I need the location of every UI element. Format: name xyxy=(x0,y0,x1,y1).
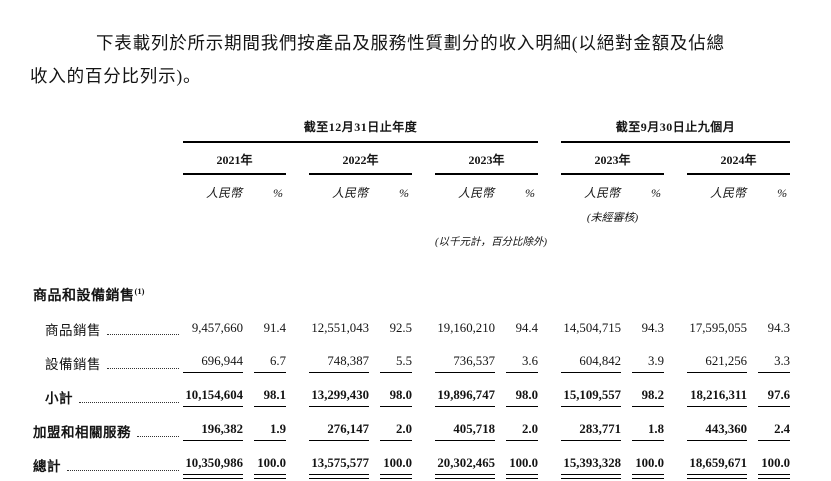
percent-cell: 2.4 xyxy=(758,422,791,441)
percent-header: % xyxy=(525,186,536,200)
dot-leaders xyxy=(107,334,179,335)
amount-cell: 15,393,328 xyxy=(561,456,622,479)
currency-header: 人民幣 xyxy=(710,186,747,200)
unit-note: (以千元計，百分比除外) xyxy=(435,237,547,248)
percent-cell: 3.6 xyxy=(506,354,539,373)
unit-note-row: (以千元計，百分比除外) xyxy=(33,225,790,249)
unaudited-note-row: (未經審核) xyxy=(33,201,790,225)
table-row-total: 總計 10,350,986 100.0 13,575,577 100.0 20,… xyxy=(33,441,791,479)
amount-cell: 604,842 xyxy=(561,354,622,373)
year-header-9m-2023: 2023年 xyxy=(561,142,665,175)
amount-cell: 12,551,043 xyxy=(311,321,369,335)
unaudited-note: (未經審核) xyxy=(586,212,639,224)
currency-header: 人民幣 xyxy=(584,186,621,200)
column-group-nine-months: 截至9月30日止九個月 xyxy=(561,118,791,143)
percent-header: % xyxy=(399,186,409,200)
year-header-2023: 2023年 xyxy=(435,142,539,175)
amount-cell: 10,350,986 xyxy=(183,456,243,479)
percent-header: % xyxy=(777,186,788,200)
amount-cell: 9,457,660 xyxy=(191,321,243,335)
percent-cell: 91.4 xyxy=(263,321,286,335)
table-row-franchise-services: 加盟和相關服務 196,382 1.9 276,147 2.0 405,718 … xyxy=(33,407,791,441)
percent-cell: 97.6 xyxy=(758,388,791,407)
amount-cell: 18,216,311 xyxy=(687,388,748,407)
dot-leaders xyxy=(107,368,179,369)
amount-cell: 621,256 xyxy=(687,354,748,373)
footnote-marker: (1) xyxy=(134,286,145,296)
percent-cell: 100.0 xyxy=(380,456,412,479)
percent-cell: 100.0 xyxy=(506,456,539,479)
percent-cell: 3.3 xyxy=(758,354,791,373)
amount-cell: 14,504,715 xyxy=(563,321,622,335)
amount-cell: 283,771 xyxy=(561,422,622,441)
amount-cell: 748,387 xyxy=(309,354,369,373)
table-row-equipment-sales: 設備銷售 696,944 6.7 748,387 5.5 736,537 3.6… xyxy=(33,339,791,373)
intro-line-1: 下表載列於所示期間我們按產品及服務性質劃分的收入明細(以絕對金額及佔總 xyxy=(96,33,725,53)
currency-header: 人民幣 xyxy=(331,186,368,200)
percent-cell: 98.0 xyxy=(380,388,412,407)
dot-leaders xyxy=(137,436,179,437)
year-header-2022: 2022年 xyxy=(309,142,412,175)
row-label: 商品銷售 xyxy=(45,323,101,338)
percent-cell: 6.7 xyxy=(254,354,286,373)
amount-cell: 196,382 xyxy=(183,422,243,441)
percent-cell: 3.9 xyxy=(632,354,665,373)
currency-header: 人民幣 xyxy=(457,186,494,200)
amount-cell: 405,718 xyxy=(435,422,495,441)
amount-cell: 19,160,210 xyxy=(437,321,495,335)
year-header-row: 2021年 2022年 2023年 2023年 2024年 xyxy=(33,142,791,175)
amount-cell: 10,154,604 xyxy=(183,388,243,407)
percent-cell: 5.5 xyxy=(380,354,412,373)
intro-line-2: 收入的百分比列示)。 xyxy=(30,66,202,86)
amount-cell: 18,659,671 xyxy=(687,456,748,479)
percent-cell: 100.0 xyxy=(632,456,665,479)
amount-cell: 13,299,430 xyxy=(309,388,369,407)
year-header-9m-2024: 2024年 xyxy=(687,142,791,175)
amount-cell: 20,302,465 xyxy=(435,456,495,479)
amount-cell: 15,109,557 xyxy=(561,388,622,407)
row-label: 設備銷售 xyxy=(45,357,101,372)
dot-leaders xyxy=(67,470,179,471)
revenue-breakdown-table: 截至12月31日止年度 截至9月30日止九個月 2021年 2022年 2023… xyxy=(33,118,791,479)
amount-cell: 696,944 xyxy=(183,354,243,373)
year-header-2021: 2021年 xyxy=(183,142,286,175)
percent-cell: 94.4 xyxy=(515,321,539,335)
dot-leaders xyxy=(79,402,179,403)
amount-cell: 443,360 xyxy=(687,422,748,441)
percent-cell: 100.0 xyxy=(254,456,286,479)
percent-cell: 98.1 xyxy=(254,388,286,407)
percent-cell: 98.0 xyxy=(506,388,539,407)
currency-header: 人民幣 xyxy=(205,186,242,200)
percent-cell: 1.8 xyxy=(632,422,665,441)
amount-cell: 736,537 xyxy=(435,354,495,373)
percent-header: % xyxy=(273,186,283,200)
amount-cell: 13,575,577 xyxy=(309,456,369,479)
percent-cell: 2.0 xyxy=(506,422,539,441)
amount-cell: 19,896,747 xyxy=(435,388,495,407)
percent-cell: 92.5 xyxy=(389,321,412,335)
row-label: 加盟和相關服務 xyxy=(33,425,131,440)
table-row-goods-sales: 商品銷售 9,457,660 91.4 12,551,043 92.5 19,1… xyxy=(33,305,790,339)
section-label: 商品和設備銷售(1) xyxy=(33,286,145,304)
row-label: 小計 xyxy=(45,391,73,406)
intro-paragraph: 下表載列於所示期間我們按產品及服務性質劃分的收入明細(以絕對金額及佔總 收入的百… xyxy=(30,27,805,93)
amount-cell: 276,147 xyxy=(309,422,369,441)
percent-header: % xyxy=(651,186,662,200)
percent-cell: 100.0 xyxy=(758,456,791,479)
percent-cell: 2.0 xyxy=(380,422,412,441)
amount-cell: 17,595,055 xyxy=(689,321,748,335)
percent-cell: 94.3 xyxy=(767,321,791,335)
group-header-row: 截至12月31日止年度 截至9月30日止九個月 xyxy=(33,118,791,143)
percent-cell: 1.9 xyxy=(254,422,286,441)
section-header-row: 商品和設備銷售(1) xyxy=(33,249,790,305)
row-label: 總計 xyxy=(33,459,61,474)
percent-cell: 94.3 xyxy=(641,321,665,335)
percent-cell: 98.2 xyxy=(632,388,665,407)
column-group-annual: 截至12月31日止年度 xyxy=(183,118,539,143)
table-row-subtotal: 小計 10,154,604 98.1 13,299,430 98.0 19,89… xyxy=(33,373,791,407)
unit-header-row: 人民幣 % 人民幣 % 人民幣 % 人民幣 % 人民幣 % xyxy=(33,174,790,201)
